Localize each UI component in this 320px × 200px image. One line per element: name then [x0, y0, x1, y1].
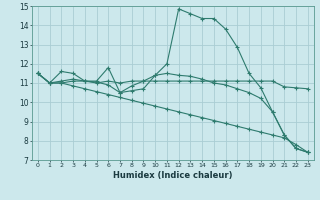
X-axis label: Humidex (Indice chaleur): Humidex (Indice chaleur) — [113, 171, 233, 180]
